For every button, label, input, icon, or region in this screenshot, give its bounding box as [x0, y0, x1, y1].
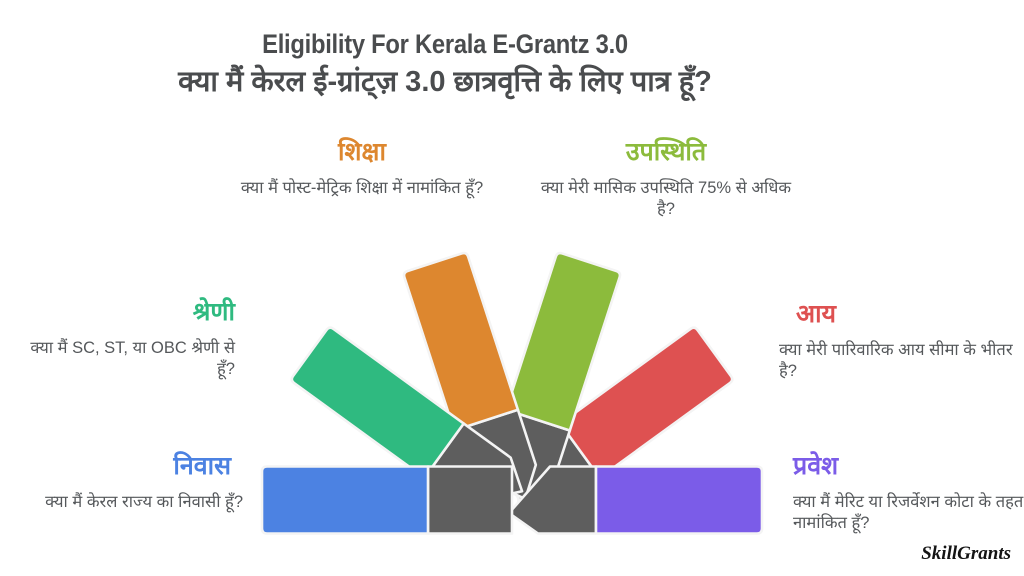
- title-hindi: क्या मैं केरल ई-ग्रांट्ज़ 3.0 छात्रवृत्त…: [178, 65, 712, 98]
- label-income: आय क्या मेरी पारिवारिक आय सीमा के भीतर ह…: [779, 300, 1017, 383]
- label-education: शिक्षा क्या मैं पोस्ट-मेट्रिक शिक्षा में…: [233, 138, 491, 199]
- fan-blade-residence: [260, 465, 514, 535]
- label-attendance: उपस्थिति क्या मेरी मासिक उपस्थिति 75% से…: [538, 138, 794, 221]
- label-admission: प्रवेश क्या मैं मेरिट या रिजर्वेशन कोटा …: [793, 452, 1024, 535]
- label-category-question: क्या मैं SC, ST, या OBC श्रेणी से हूँ?: [30, 338, 235, 379]
- title-english: Eligibility For Kerala E-Grantz 3.0: [262, 29, 628, 59]
- title-block: Eligibility For Kerala E-Grantz 3.0 क्या…: [0, 29, 890, 100]
- label-residence-question: क्या मैं केरल राज्य का निवासी हूँ?: [45, 492, 243, 511]
- label-admission-question: क्या मैं मेरिट या रिजर्वेशन कोटा के तहत …: [793, 492, 1024, 533]
- fan-blade-attendance-color: [504, 251, 622, 432]
- label-attendance-question: क्या मेरी मासिक उपस्थिति 75% से अधिक है?: [540, 178, 792, 219]
- fan-blade-category-color: [290, 326, 466, 480]
- label-education-heading: शिक्षा: [338, 138, 386, 166]
- watermark-brand: SkillGrants: [921, 543, 1011, 564]
- fan-blade-residence-color: [260, 465, 430, 535]
- label-category: श्रेणी क्या मैं SC, ST, या OBC श्रेणी से…: [25, 298, 235, 381]
- fan-blade-education-color: [402, 251, 520, 432]
- fan-blade-income-color: [558, 326, 734, 480]
- fan-blade-residence-hub: [426, 465, 514, 535]
- label-education-question: क्या मैं पोस्ट-मेट्रिक शिक्षा में नामांक…: [240, 178, 484, 197]
- label-admission-heading: प्रवेश: [793, 452, 839, 480]
- label-attendance-heading: उपस्थिति: [625, 138, 707, 166]
- label-income-heading: आय: [796, 300, 837, 328]
- fan-blade-admission-color: [594, 465, 764, 535]
- fan-blade-admission: [507, 465, 764, 535]
- label-category-heading: श्रेणी: [192, 298, 235, 326]
- label-residence-heading: निवास: [173, 452, 231, 480]
- label-residence: निवास क्या मैं केरल राज्य का निवासी हूँ?: [25, 452, 243, 513]
- label-income-question: क्या मेरी पारिवारिक आय सीमा के भीतर है?: [779, 340, 1013, 381]
